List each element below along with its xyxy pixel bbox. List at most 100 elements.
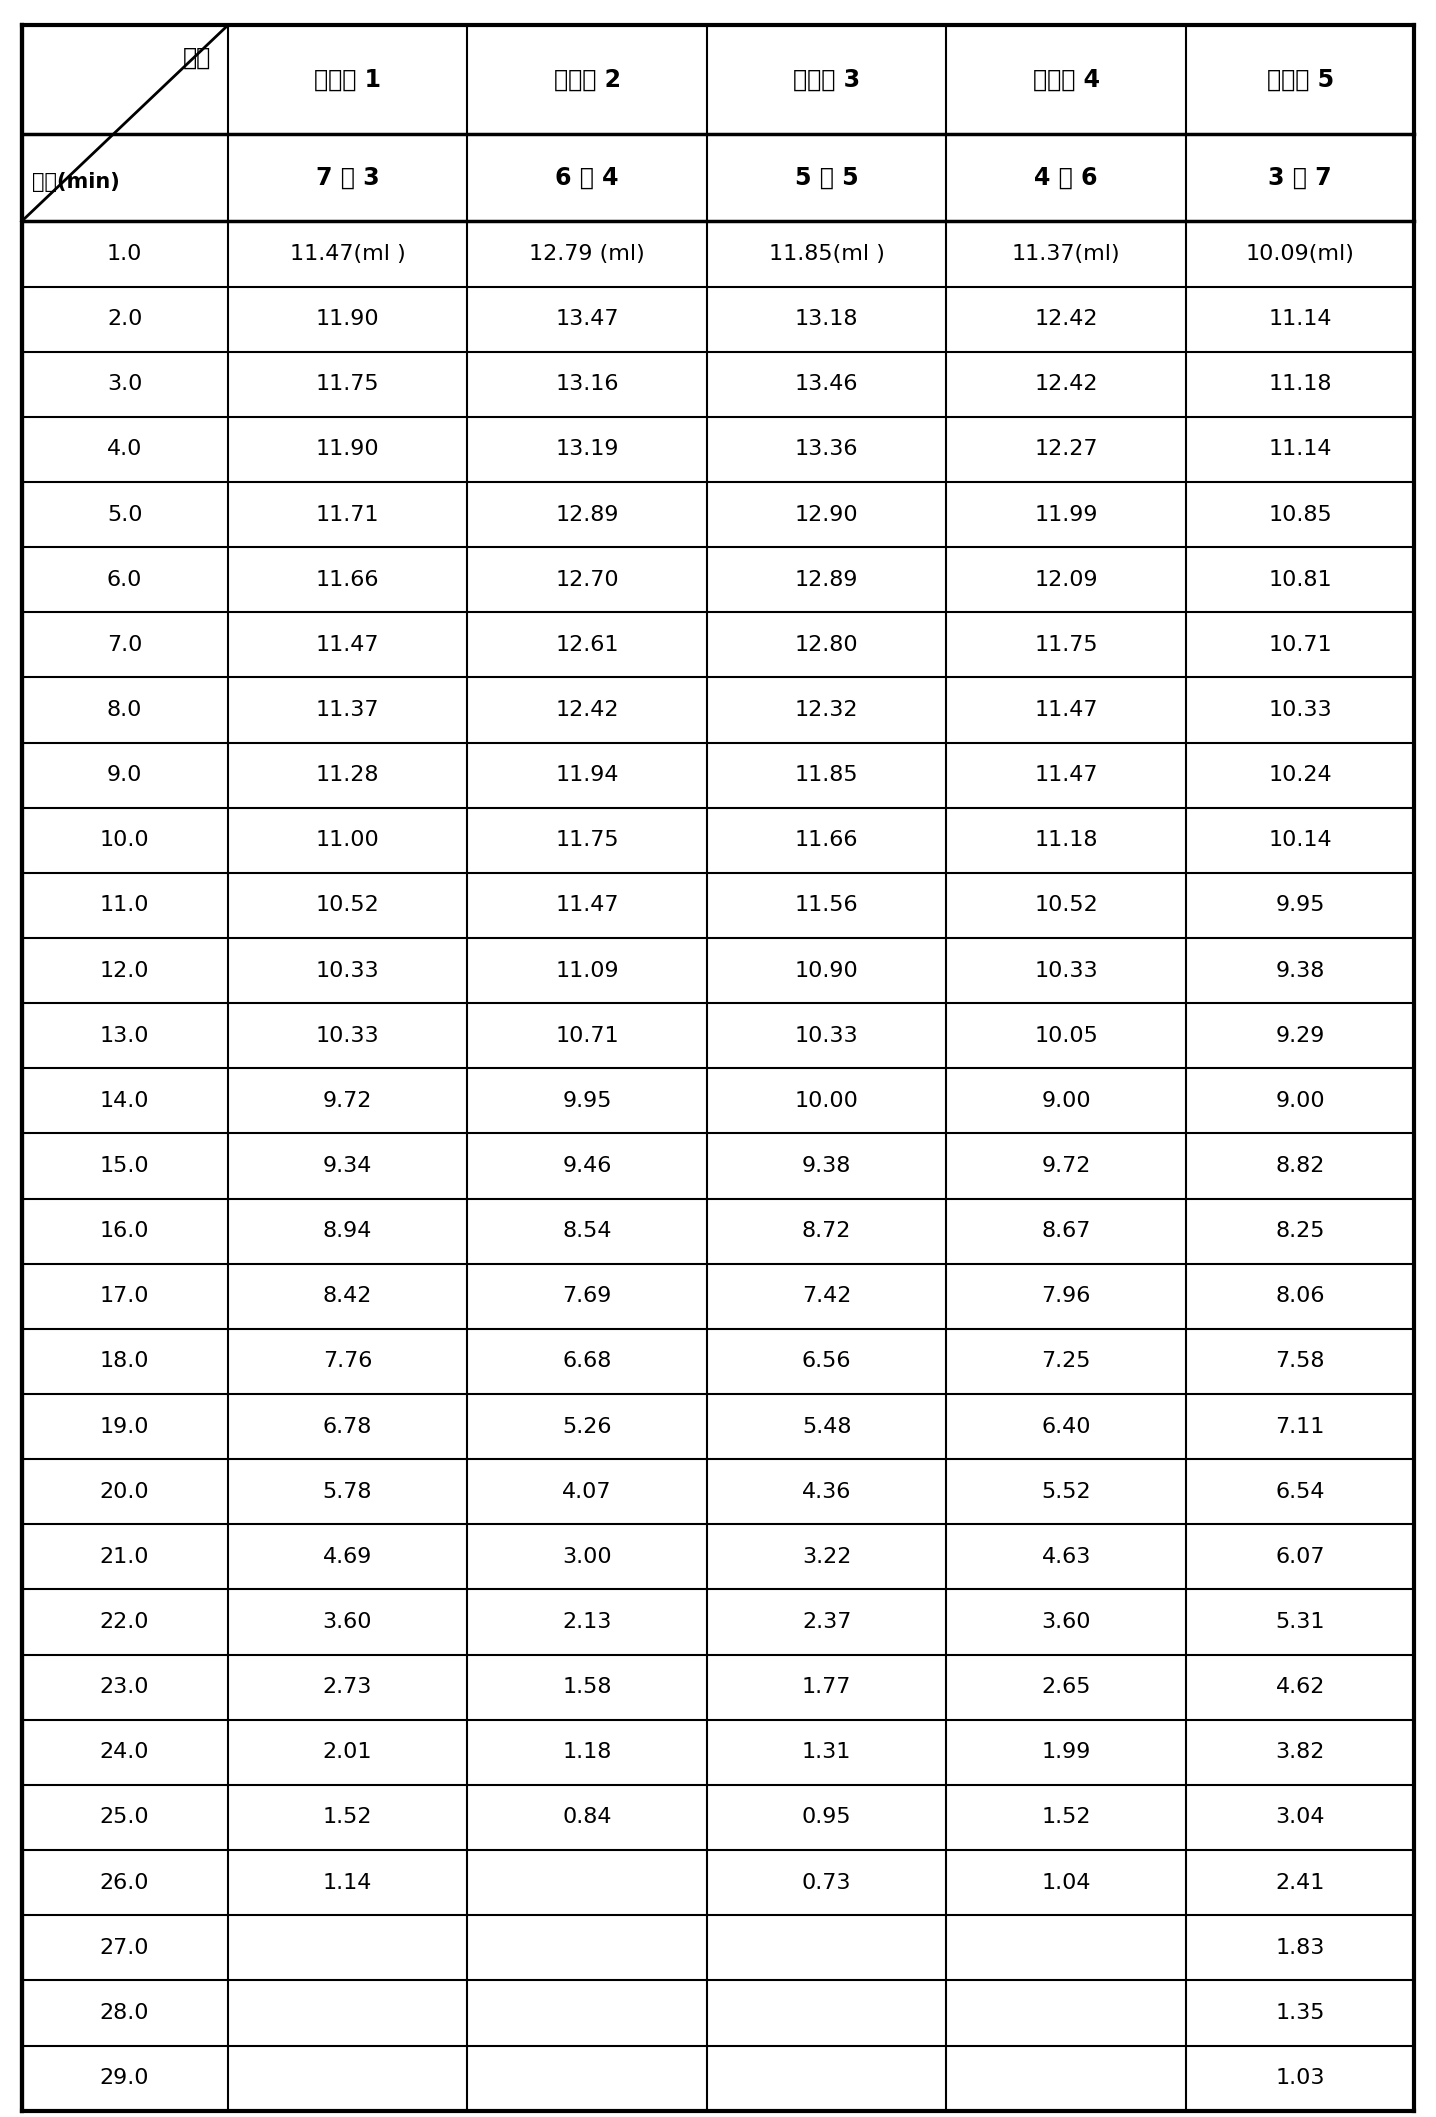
Text: 13.0: 13.0 — [101, 1027, 149, 1046]
Text: 11.66: 11.66 — [316, 569, 379, 591]
Text: 11.75: 11.75 — [1034, 635, 1099, 654]
Text: 1.77: 1.77 — [801, 1677, 852, 1698]
Text: 7.0: 7.0 — [106, 635, 142, 654]
Text: 8.25: 8.25 — [1275, 1222, 1325, 1241]
Text: 2.0: 2.0 — [106, 309, 142, 328]
Text: 2.65: 2.65 — [1041, 1677, 1091, 1698]
Text: 11.37(ml): 11.37(ml) — [1012, 243, 1120, 265]
Text: 14.0: 14.0 — [101, 1090, 149, 1111]
Text: 6.40: 6.40 — [1041, 1416, 1091, 1437]
Text: 11.66: 11.66 — [796, 830, 859, 851]
Text: 5.31: 5.31 — [1275, 1611, 1325, 1632]
Text: 9.34: 9.34 — [323, 1156, 372, 1177]
Text: 2.13: 2.13 — [563, 1611, 612, 1632]
Text: 11.90: 11.90 — [316, 309, 379, 328]
Text: 4.0: 4.0 — [106, 440, 142, 459]
Text: 9.95: 9.95 — [563, 1090, 612, 1111]
Text: 比例: 比例 — [182, 47, 211, 70]
Text: 1.31: 1.31 — [801, 1742, 852, 1761]
Text: 11.85(ml ): 11.85(ml ) — [768, 243, 885, 265]
Text: 1.18: 1.18 — [563, 1742, 612, 1761]
Text: 7.25: 7.25 — [1041, 1351, 1091, 1372]
Text: 17.0: 17.0 — [101, 1287, 149, 1306]
Text: 3.82: 3.82 — [1275, 1742, 1325, 1761]
Text: 20.0: 20.0 — [101, 1482, 149, 1501]
Text: 3.22: 3.22 — [801, 1548, 852, 1567]
Text: 13.46: 13.46 — [796, 375, 859, 394]
Text: 7 比 3: 7 比 3 — [316, 165, 379, 191]
Text: 实施例 3: 实施例 3 — [793, 68, 860, 91]
Text: 4.36: 4.36 — [801, 1482, 852, 1501]
Text: 0.84: 0.84 — [563, 1808, 612, 1827]
Text: 0.95: 0.95 — [801, 1808, 852, 1827]
Text: 9.46: 9.46 — [563, 1156, 612, 1177]
Text: 11.47: 11.47 — [316, 635, 379, 654]
Text: 11.00: 11.00 — [316, 830, 379, 851]
Text: 9.38: 9.38 — [801, 1156, 852, 1177]
Text: 13.47: 13.47 — [556, 309, 619, 328]
Text: 1.52: 1.52 — [1041, 1808, 1091, 1827]
Text: 11.14: 11.14 — [1268, 440, 1333, 459]
Text: 13.36: 13.36 — [796, 440, 859, 459]
Text: 3.0: 3.0 — [106, 375, 142, 394]
Text: 9.29: 9.29 — [1275, 1027, 1325, 1046]
Text: 12.89: 12.89 — [796, 569, 859, 591]
Text: 15.0: 15.0 — [101, 1156, 149, 1177]
Text: 10.05: 10.05 — [1034, 1027, 1099, 1046]
Text: 11.56: 11.56 — [796, 895, 859, 915]
Text: 1.58: 1.58 — [563, 1677, 612, 1698]
Text: 2.01: 2.01 — [323, 1742, 372, 1761]
Text: 6.68: 6.68 — [563, 1351, 612, 1372]
Text: 9.72: 9.72 — [323, 1090, 372, 1111]
Text: 12.90: 12.90 — [796, 504, 859, 525]
Text: 实施例 2: 实施例 2 — [553, 68, 620, 91]
Text: 27.0: 27.0 — [101, 1937, 149, 1958]
Text: 实施例 1: 实施例 1 — [314, 68, 381, 91]
Text: 3.60: 3.60 — [1041, 1611, 1091, 1632]
Text: 9.38: 9.38 — [1275, 961, 1325, 980]
Text: 11.28: 11.28 — [316, 764, 379, 785]
Text: 10.81: 10.81 — [1268, 569, 1333, 591]
Text: 11.47: 11.47 — [556, 895, 619, 915]
Text: 21.0: 21.0 — [101, 1548, 149, 1567]
Text: 7.96: 7.96 — [1041, 1287, 1091, 1306]
Text: 24.0: 24.0 — [101, 1742, 149, 1761]
Text: 12.80: 12.80 — [796, 635, 859, 654]
Text: 7.58: 7.58 — [1275, 1351, 1325, 1372]
Text: 12.09: 12.09 — [1034, 569, 1099, 591]
Text: 10.33: 10.33 — [796, 1027, 859, 1046]
Text: 3.00: 3.00 — [563, 1548, 612, 1567]
Text: 8.82: 8.82 — [1275, 1156, 1325, 1177]
Text: 12.89: 12.89 — [556, 504, 619, 525]
Text: 4.63: 4.63 — [1041, 1548, 1091, 1567]
Text: 10.33: 10.33 — [1268, 701, 1333, 720]
Text: 11.47(ml ): 11.47(ml ) — [290, 243, 405, 265]
Text: 5.48: 5.48 — [801, 1416, 852, 1437]
Text: 7.69: 7.69 — [563, 1287, 612, 1306]
Text: 28.0: 28.0 — [101, 2003, 149, 2024]
Text: 12.70: 12.70 — [556, 569, 619, 591]
Text: 5 比 5: 5 比 5 — [796, 165, 859, 191]
Text: 6 比 4: 6 比 4 — [556, 165, 619, 191]
Text: 10.09(ml): 10.09(ml) — [1246, 243, 1354, 265]
Text: 9.95: 9.95 — [1275, 895, 1325, 915]
Text: 7.11: 7.11 — [1275, 1416, 1325, 1437]
Text: 8.72: 8.72 — [801, 1222, 852, 1241]
Text: 11.09: 11.09 — [556, 961, 619, 980]
Text: 2.37: 2.37 — [801, 1611, 852, 1632]
Text: 1.14: 1.14 — [323, 1874, 372, 1893]
Text: 5.0: 5.0 — [106, 504, 142, 525]
Text: 29.0: 29.0 — [101, 2068, 149, 2087]
Text: 1.99: 1.99 — [1041, 1742, 1091, 1761]
Text: 11.71: 11.71 — [316, 504, 379, 525]
Text: 11.18: 11.18 — [1268, 375, 1333, 394]
Text: 1.04: 1.04 — [1041, 1874, 1091, 1893]
Text: 11.47: 11.47 — [1034, 701, 1099, 720]
Text: 4 比 6: 4 比 6 — [1034, 165, 1099, 191]
Text: 10.71: 10.71 — [556, 1027, 619, 1046]
Text: 9.00: 9.00 — [1041, 1090, 1091, 1111]
Text: 12.42: 12.42 — [1034, 309, 1099, 328]
Text: 2.41: 2.41 — [1275, 1874, 1325, 1893]
Text: 11.0: 11.0 — [101, 895, 149, 915]
Text: 8.54: 8.54 — [563, 1222, 612, 1241]
